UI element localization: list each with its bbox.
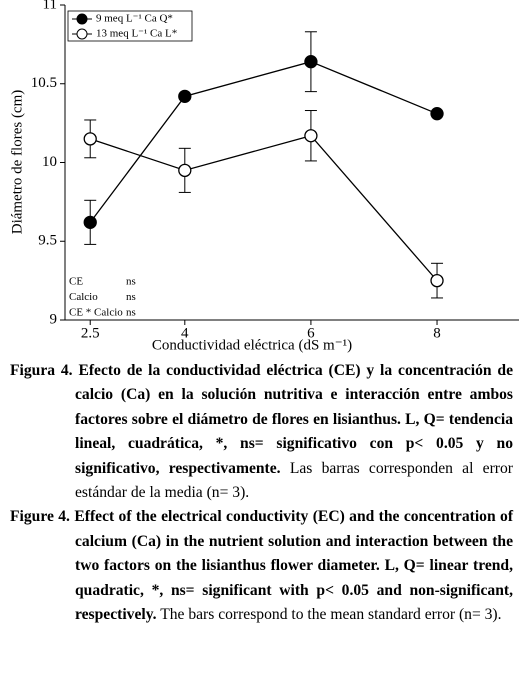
legend-box xyxy=(67,10,193,42)
x-tick-label: 2.5 xyxy=(81,325,100,341)
data-point xyxy=(430,273,444,288)
legend-marker xyxy=(76,28,88,40)
stat-value: ns xyxy=(126,307,136,319)
stat-label: CE * Calcio xyxy=(69,307,123,319)
series-line xyxy=(89,61,438,223)
y-axis-label: Diámetro de flores (cm) xyxy=(9,90,25,235)
data-point xyxy=(178,163,192,178)
stat-value: ns xyxy=(126,291,136,303)
chart: Diámetro de flores (cm) Conductividad el… xyxy=(9,0,519,353)
series-line xyxy=(90,134,438,282)
stat-value: ns xyxy=(126,276,136,288)
y-tick-label: 10 xyxy=(42,154,57,170)
captions: Figura 4. Efecto de la conductividad elé… xyxy=(0,359,521,627)
caption-bold: Effect of the electrical conductivity (E… xyxy=(74,508,514,624)
y-tick-label: 9 xyxy=(50,311,58,327)
data-point xyxy=(304,129,318,143)
legend-marker xyxy=(76,13,88,25)
legend-label: 13 meq L⁻¹ Ca L* xyxy=(96,28,177,40)
caption-normal: The bars correspond to the mean standard… xyxy=(160,606,502,624)
y-tick-label: 9.5 xyxy=(38,233,57,249)
data-point xyxy=(304,55,318,69)
caption-normal: Las barras corresponden al error estánda… xyxy=(75,459,513,502)
stat-label: CE xyxy=(69,276,83,288)
caption: Figura 4. Efecto de la conductividad elé… xyxy=(0,359,521,505)
caption-bold: Efecto de la conductividad eléctrica (CE… xyxy=(75,362,513,477)
stat-label: Calcio xyxy=(69,291,98,303)
caption-label: Figura 4. xyxy=(10,362,73,379)
x-tick-label: 8 xyxy=(433,325,441,341)
y-tick-label: 10.5 xyxy=(31,75,57,91)
legend-label: 9 meq L⁻¹ Ca Q* xyxy=(96,13,173,25)
data-point xyxy=(83,215,97,230)
caption-label: Figure 4. xyxy=(10,508,70,526)
y-tick-label: 11 xyxy=(43,0,57,12)
data-point xyxy=(430,107,444,121)
caption: Figure 4. Effect of the electrical condu… xyxy=(0,505,521,627)
x-tick-label: 6 xyxy=(307,325,315,341)
data-point xyxy=(178,89,192,103)
data-point xyxy=(83,132,97,146)
x-tick-label: 4 xyxy=(181,325,189,341)
x-axis-label: Conductividad eléctrica (dS m⁻¹) xyxy=(152,337,352,353)
